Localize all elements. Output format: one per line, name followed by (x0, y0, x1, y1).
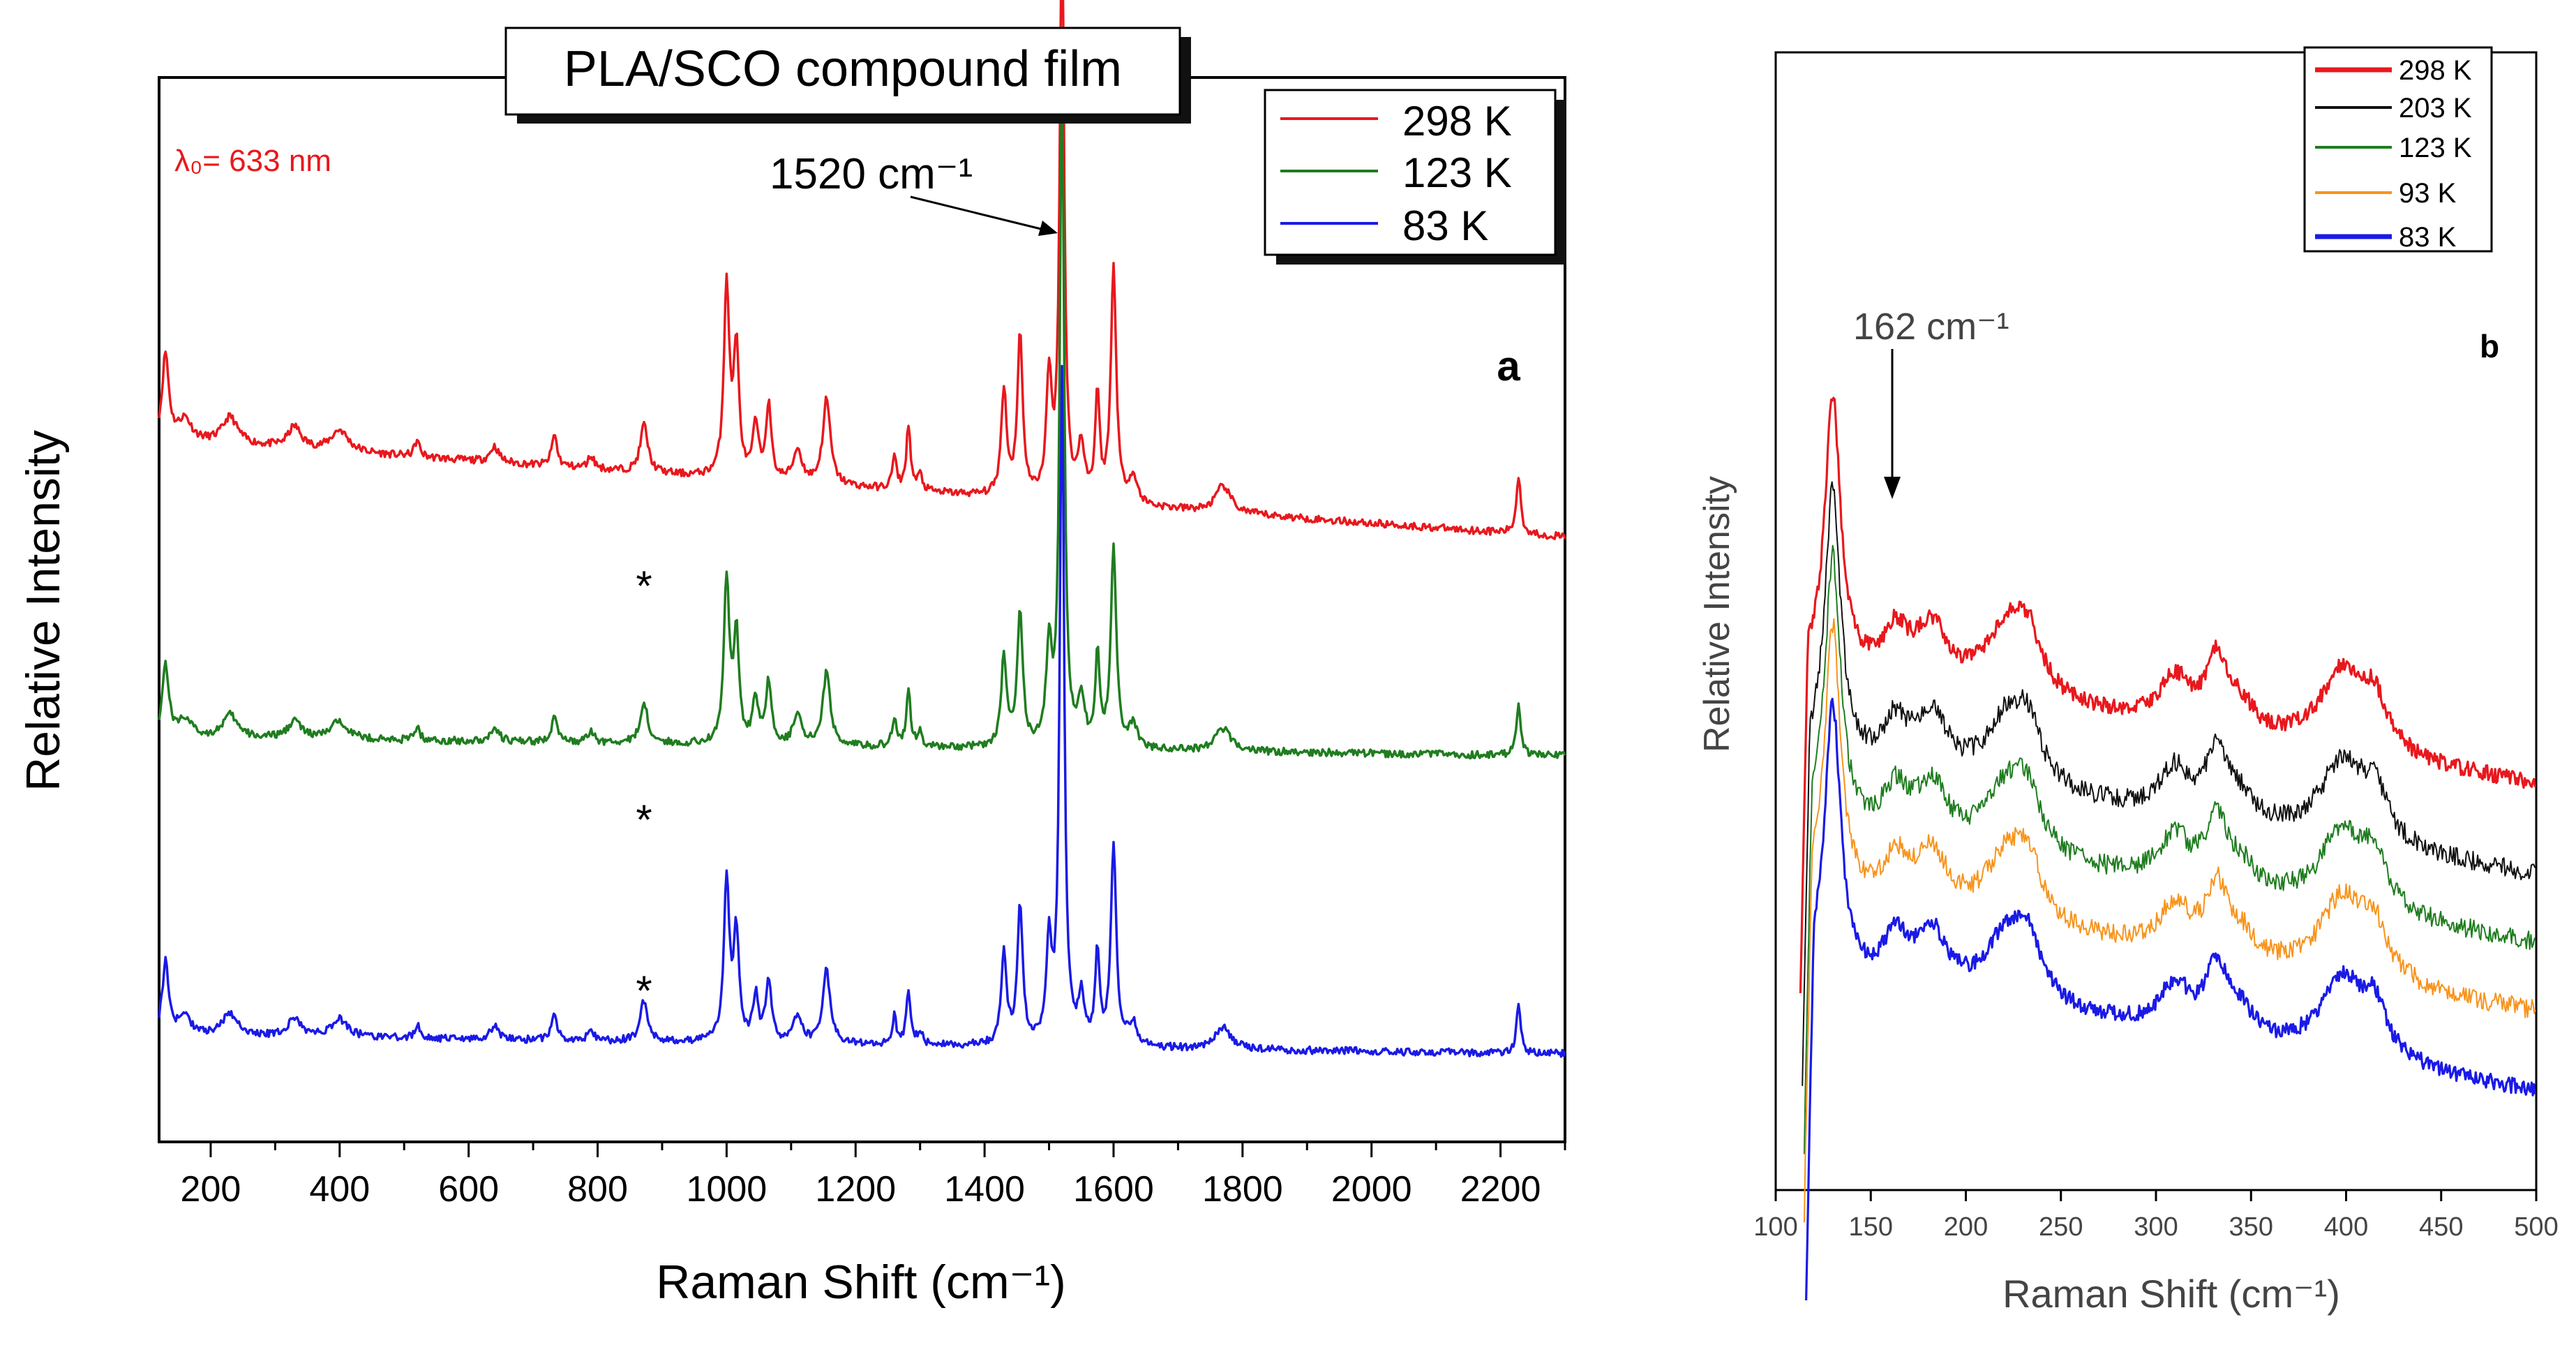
peak-162-label: 162 cm⁻¹ (1853, 306, 2009, 348)
legend-b-label-298k: 298 K (2399, 55, 2472, 86)
panel-a-ylabel: Relative Intensity (17, 430, 70, 792)
panel-a-xlabel: Raman Shift (cm⁻¹) (656, 1256, 1066, 1309)
panel-b-label: b (2480, 328, 2499, 364)
panel-a-xtick-label: 1400 (944, 1169, 1025, 1210)
panel-a-xtick-label: 2200 (1460, 1169, 1541, 1210)
panel-a-xtick-label: 1600 (1073, 1169, 1154, 1210)
panel-a-xtick-label: 2000 (1331, 1169, 1412, 1210)
panel-b-xlabel: Raman Shift (cm⁻¹) (2002, 1272, 2340, 1316)
panel-a-xtick-label: 400 (309, 1169, 370, 1210)
panel-b: 100 150 200 250 300 350 400 450 500 298 K 203 K … (1697, 46, 2559, 1316)
panel-b-xtick-label: 250 (2039, 1212, 2083, 1242)
panel-b-xtick-label: 400 (2324, 1212, 2368, 1242)
panel-a-series (158, 0, 1566, 1058)
series-a-83k (158, 364, 1566, 1058)
peak-1520-arrow (910, 195, 1047, 232)
panel-b-xtick-label: 200 (1944, 1212, 1988, 1242)
legend-a-label-123k: 123 K (1402, 149, 1512, 196)
series-b-123k (1803, 544, 2536, 1154)
panel-a-xtick-label: 1000 (687, 1169, 767, 1210)
series-b-83k (1805, 697, 2536, 1301)
panel-b-xtick-label: 500 (2514, 1212, 2558, 1242)
title-box (504, 27, 1181, 116)
series-a-123k (158, 61, 1566, 759)
legend-b-label-93k: 93 K (2399, 178, 2457, 209)
series-b-203k (1802, 481, 2537, 1086)
panel-b-ylabel: Relative Intensity (1697, 476, 1737, 752)
panel-b-x-ticks: 100 150 200 250 300 350 400 450 500 (1753, 1190, 2559, 1242)
wavelength-annotation: λ₀= 633 nm (174, 144, 331, 178)
legend-b-label-123k: 123 K (2399, 133, 2472, 163)
peak-1520-arrowhead (1038, 221, 1058, 236)
asterisk-123k: * (636, 796, 652, 843)
asterisk-298k: * (636, 563, 652, 609)
panel-a-x-ticks: 200 400 600 800 1000 1200 1400 1600 1800 2000 2200 (181, 1142, 1566, 1210)
series-b-298k (1799, 396, 2536, 994)
panel-a-title: PLA/SCO compound film (564, 41, 1122, 97)
series-a-298k (158, 0, 1566, 540)
legend-a-label-298k: 298 K (1402, 98, 1512, 144)
panel-a-xtick-label: 200 (181, 1169, 241, 1210)
panel-a-xtick-label: 600 (438, 1169, 499, 1210)
legend-b-label-83k: 83 K (2399, 222, 2457, 253)
peak-162-arrowhead (1884, 477, 1901, 499)
panel-a-xtick-label: 800 (567, 1169, 628, 1210)
panel-b-series (1799, 396, 2537, 1301)
panel-b-xtick-label: 350 (2229, 1212, 2273, 1242)
panel-a-xtick-label: 1200 (815, 1169, 896, 1210)
asterisk-83k: * (636, 967, 652, 1014)
legend-b-label-203k: 203 K (2399, 93, 2472, 124)
legend-a-label-83k: 83 K (1402, 202, 1488, 249)
panel-a: 200 400 600 800 1000 1200 1400 1600 1800 2000 2200… (17, 0, 1566, 1309)
series-b-93k (1803, 618, 2536, 1223)
legend-b (2303, 46, 2493, 253)
panel-b-xtick-label: 100 (1753, 1212, 1797, 1242)
panel-b-xtick-label: 300 (2134, 1212, 2178, 1242)
panel-a-label: a (1497, 343, 1520, 389)
panel-a-xtick-label: 1800 (1202, 1169, 1283, 1210)
panel-b-xtick-label: 450 (2419, 1212, 2463, 1242)
peak-1520-label: 1520 cm⁻¹ (770, 150, 973, 198)
panel-b-xtick-label: 150 (1849, 1212, 1893, 1242)
